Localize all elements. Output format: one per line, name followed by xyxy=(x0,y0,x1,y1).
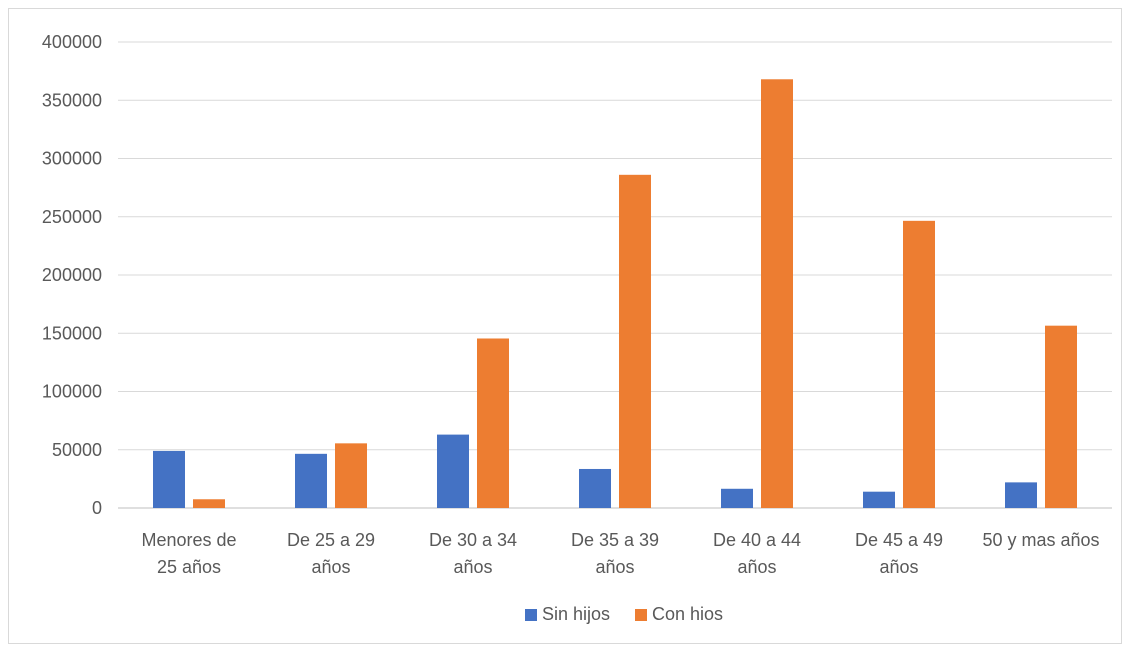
bar-con-hios xyxy=(903,220,935,508)
chart-frame xyxy=(8,8,1122,644)
y-tick-label: 350000 xyxy=(42,90,102,110)
bar-con-hios xyxy=(619,174,651,508)
bar-sin-hijos xyxy=(721,488,753,508)
legend-label: Con hios xyxy=(652,604,723,624)
y-tick-label: 0 xyxy=(92,498,102,518)
bar-sin-hijos xyxy=(863,491,895,508)
bars xyxy=(153,79,1077,508)
legend: Sin hijos Con hios xyxy=(525,604,723,624)
x-category-label: De 35 a 39 años xyxy=(571,530,659,577)
bar-sin-hijos xyxy=(1005,482,1037,508)
y-axis-ticks: 0 50000 100000 150000 200000 250000 300000 3500… xyxy=(42,32,102,518)
bar-con-hios xyxy=(477,338,509,508)
legend-swatch xyxy=(525,609,537,621)
x-category-label: De 45 a 49 años xyxy=(855,530,943,577)
bar-con-hios xyxy=(1045,325,1077,508)
x-category-label: 50 y mas años xyxy=(982,530,1099,550)
bar-sin-hijos xyxy=(579,468,611,508)
y-tick-label: 300000 xyxy=(42,149,102,169)
legend-label: Sin hijos xyxy=(542,604,610,624)
bar-sin-hijos xyxy=(295,453,327,508)
y-tick-label: 50000 xyxy=(52,440,102,460)
y-tick-label: 400000 xyxy=(42,32,102,52)
y-tick-label: 250000 xyxy=(42,207,102,227)
bar-con-hios xyxy=(761,79,793,508)
legend-swatch xyxy=(635,609,647,621)
y-tick-label: 200000 xyxy=(42,265,102,285)
x-category-label: De 25 a 29 años xyxy=(287,530,375,577)
bar-con-hios xyxy=(193,499,225,508)
x-category-label: Menores de 25 años xyxy=(141,530,236,577)
bar-sin-hijos xyxy=(153,450,185,508)
y-tick-label: 100000 xyxy=(42,382,102,402)
x-category-label: De 30 a 34 años xyxy=(429,530,517,577)
y-tick-label: 150000 xyxy=(42,323,102,343)
bar-con-hios xyxy=(335,443,367,508)
gridlines xyxy=(118,41,1112,509)
bar-sin-hijos xyxy=(437,434,469,508)
x-axis-labels: Menores de 25 años De 25 a 29 años De 30 a 3… xyxy=(141,530,1099,577)
x-category-label: De 40 a 44 años xyxy=(713,530,801,577)
